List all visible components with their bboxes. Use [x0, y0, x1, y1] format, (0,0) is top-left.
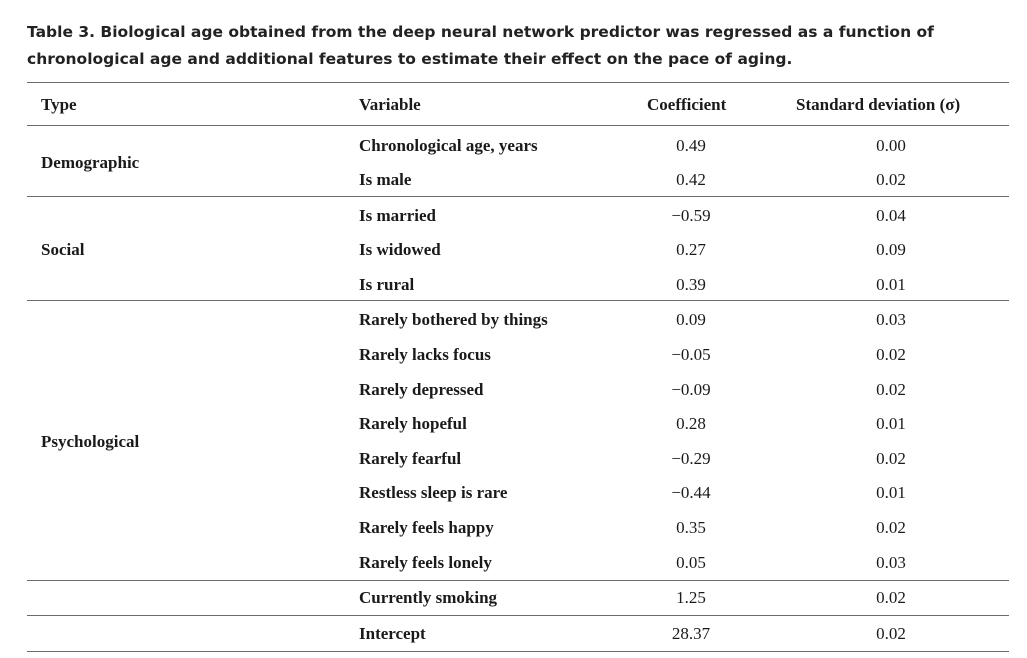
sd-cell: 0.03 — [876, 553, 906, 572]
coefficient-cell: 0.09 — [676, 310, 706, 329]
variable-cell: Rarely bothered by things — [359, 310, 548, 329]
sd-cell: 0.02 — [876, 518, 906, 537]
table-caption: Table 3. Biological age obtained from th… — [27, 23, 934, 68]
variable-cell: Rarely feels happy — [359, 518, 494, 537]
variable-cell: Is widowed — [359, 240, 441, 259]
coefficient-cell: 0.27 — [676, 240, 706, 259]
sd-cell: 0.02 — [876, 380, 906, 399]
sd-cell: 0.00 — [876, 136, 906, 155]
coefficient-cell: 28.37 — [671, 624, 711, 643]
sd-cell: 0.04 — [876, 206, 906, 225]
variable-cell: Is married — [359, 206, 436, 225]
group-separator-rule — [27, 580, 1009, 581]
variable-cell: Rarely fearful — [359, 449, 462, 468]
coefficient-cell: −0.59 — [671, 206, 711, 225]
header-variable: Variable — [359, 95, 421, 114]
variable-cell: Is rural — [359, 275, 415, 294]
sd-cell: 0.01 — [876, 414, 906, 433]
coefficient-cell: −0.09 — [671, 380, 711, 399]
variable-cell: Rarely depressed — [359, 380, 484, 399]
table-bottom-rule — [27, 651, 1009, 652]
sd-cell: 0.01 — [876, 483, 906, 502]
coefficient-cell: 0.05 — [676, 553, 706, 572]
group-label-psychological: Psychological — [41, 432, 140, 451]
group-label-social: Social — [41, 240, 85, 259]
sd-cell: 0.02 — [876, 170, 906, 189]
header-type: Type — [41, 95, 77, 114]
header-standard-deviation: Standard deviation (σ) — [796, 95, 961, 114]
sd-cell: 0.02 — [876, 345, 906, 364]
sd-cell: 0.09 — [876, 240, 906, 259]
variable-cell: Restless sleep is rare — [359, 483, 508, 502]
variable-cell: Is male — [359, 170, 412, 189]
sd-cell: 0.02 — [876, 588, 906, 607]
header-bottom-rule — [27, 125, 1009, 126]
sd-cell: 0.01 — [876, 275, 906, 294]
group-separator-rule — [27, 196, 1009, 197]
group-separator-rule — [27, 300, 1009, 301]
sd-cell: 0.02 — [876, 449, 906, 468]
coefficient-cell: 0.35 — [676, 518, 706, 537]
variable-cell: Rarely hopeful — [359, 414, 467, 433]
sd-cell: 0.03 — [876, 310, 906, 329]
group-separator-rule — [27, 615, 1009, 616]
coefficient-cell: 1.25 — [676, 588, 706, 607]
coefficient-cell: −0.05 — [671, 345, 711, 364]
variable-cell: Intercept — [359, 624, 426, 643]
variable-cell: Currently smoking — [359, 588, 498, 607]
coefficient-cell: −0.44 — [671, 483, 711, 502]
variable-cell: Rarely feels lonely — [359, 553, 492, 572]
header-coefficient: Coefficient — [647, 95, 727, 114]
variable-cell: Chronological age, years — [359, 136, 538, 155]
coefficient-cell: 0.49 — [676, 136, 706, 155]
coefficient-cell: 0.42 — [676, 170, 706, 189]
group-label-demographic: Demographic — [41, 153, 140, 172]
table-top-rule — [27, 82, 1009, 83]
coefficient-cell: 0.39 — [676, 275, 706, 294]
variable-cell: Rarely lacks focus — [359, 345, 491, 364]
coefficient-cell: 0.28 — [676, 414, 706, 433]
coefficient-cell: −0.29 — [671, 449, 711, 468]
sd-cell: 0.02 — [876, 624, 906, 643]
